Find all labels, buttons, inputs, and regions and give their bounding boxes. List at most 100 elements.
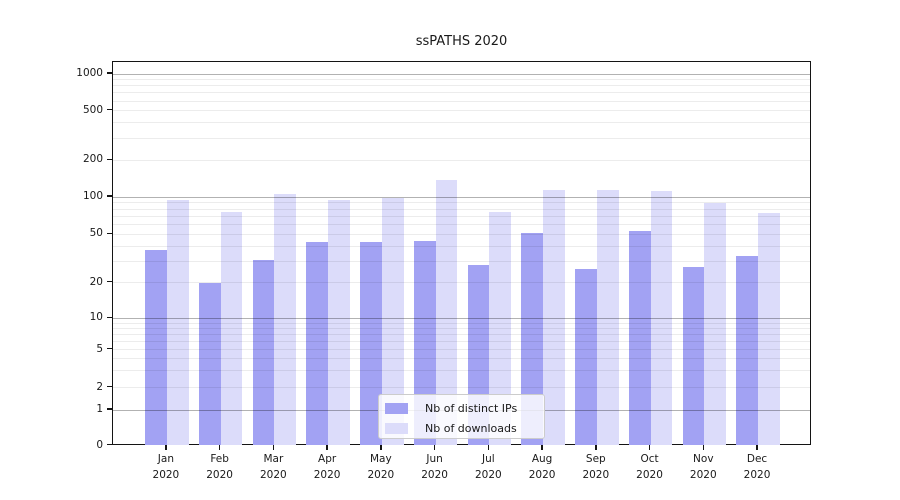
y-tick-mark: [107, 316, 112, 318]
x-tick-label-dec: Dec 2020: [743, 453, 771, 481]
x-tick-label-mar: Mar 2020: [260, 453, 287, 481]
y-tick-mark: [107, 408, 112, 410]
bar-ips-apr: [306, 242, 329, 445]
x-tick-mark: [756, 445, 758, 450]
y-tick-label-1000: 1000: [76, 67, 103, 79]
y-tick-label-2: 2: [96, 380, 103, 393]
gridline-y-90: [113, 202, 810, 204]
x-tick-mark: [165, 445, 167, 450]
plot-area: [112, 61, 811, 445]
y-tick-label-10: 10: [89, 311, 103, 324]
y-tick-mark: [107, 72, 112, 74]
x-tick-mark: [272, 445, 275, 450]
gridline-y-200: [113, 159, 810, 161]
y-tick-mark: [107, 109, 112, 111]
gridline-y-2: [113, 387, 810, 389]
gridline-y-70: [113, 215, 810, 217]
gridline-y-4: [113, 358, 810, 360]
legend-entry-distinct-ips: Nb of distinct IPs: [379, 399, 544, 417]
gridline-y-900: [113, 79, 810, 81]
y-tick-mark: [107, 386, 112, 388]
gridline-y-80: [113, 208, 810, 210]
x-tick-label-feb: Feb 2020: [206, 453, 233, 481]
gridline-y-7: [113, 333, 810, 335]
legend-label-downloads: Nb of downloads: [425, 421, 517, 435]
bar-downloads-oct: [650, 190, 673, 445]
gridline-y-800: [113, 85, 810, 87]
legend-swatch-downloads: [385, 422, 408, 434]
gridline-y-50: [113, 233, 810, 235]
x-tick-mark: [648, 445, 651, 450]
y-tick-label-200: 200: [82, 153, 103, 166]
x-tick-mark: [595, 445, 597, 450]
y-tick-label-0: 0: [96, 438, 103, 451]
x-tick-label-jul: Jul 2020: [474, 453, 502, 481]
y-tick-label-100: 100: [82, 190, 103, 202]
y-tick-mark: [107, 232, 112, 234]
y-tick-label-50: 50: [89, 227, 103, 240]
gridline-y-9: [113, 322, 810, 324]
gridline-y-6: [113, 340, 810, 342]
gridline-y-300: [113, 137, 810, 139]
bar-downloads-mar: [274, 193, 297, 445]
gridline-y-400: [113, 122, 810, 124]
gridline-y-60: [113, 223, 810, 225]
gridline-y-100: [113, 196, 810, 198]
bar-ips-aug: [521, 233, 544, 445]
y-tick-label-500: 500: [82, 103, 103, 116]
x-tick-label-may: May 2020: [367, 453, 395, 481]
x-tick-label-oct: Oct 2020: [636, 453, 663, 481]
x-tick-label-apr: Apr 2020: [313, 453, 341, 481]
bar-ips-jan: [145, 250, 167, 445]
bar-downloads-jan: [166, 200, 189, 445]
bar-ips-mar: [252, 259, 275, 445]
x-tick-mark: [380, 445, 382, 450]
x-tick-mark: [541, 445, 543, 450]
bar-ips-may: [360, 242, 382, 445]
gridline-y-600: [113, 100, 810, 102]
bar-downloads-aug: [543, 190, 565, 445]
x-tick-label-jan: Jan 2020: [152, 453, 180, 481]
legend: Nb of distinct IPs Nb of downloads: [378, 394, 545, 439]
x-tick-label-sep: Sep 2020: [582, 453, 610, 481]
gridline-y-1000: [113, 73, 810, 75]
gridline-y-8: [113, 327, 810, 329]
y-tick-mark: [107, 195, 112, 197]
x-tick-mark: [433, 445, 436, 450]
bar-downloads-jun: [435, 179, 458, 445]
x-tick-mark: [218, 445, 221, 450]
gridline-y-30: [113, 260, 810, 262]
x-tick-mark: [487, 445, 490, 450]
y-tick-mark: [107, 158, 112, 160]
bar-downloads-jul: [489, 211, 512, 445]
gridline-y-5: [113, 349, 810, 351]
legend-swatch-distinct-ips: [385, 402, 408, 414]
gridline-y-10: [113, 317, 810, 320]
bar-ips-jun: [413, 241, 436, 445]
bar-downloads-sep: [596, 190, 619, 445]
legend-entry-downloads: Nb of downloads: [379, 419, 544, 437]
bar-ips-feb: [198, 282, 221, 445]
y-tick-mark: [107, 281, 112, 283]
y-tick-label-1: 1: [96, 403, 103, 415]
gridline-y-500: [113, 110, 810, 112]
gridline-y-700: [113, 92, 810, 94]
bar-downloads-nov: [704, 202, 726, 445]
y-tick-mark: [107, 443, 112, 446]
gridline-y-3: [113, 370, 810, 372]
x-tick-mark: [702, 445, 704, 450]
x-tick-label-jun: Jun 2020: [421, 453, 448, 481]
bar-ips-dec: [736, 256, 759, 445]
bar-downloads-dec: [758, 213, 780, 445]
legend-label-distinct-ips: Nb of distinct IPs: [425, 401, 518, 415]
bar-ips-sep: [575, 268, 597, 445]
chart-title: ssPATHS 2020: [415, 34, 508, 49]
gridline-y-20: [113, 282, 810, 284]
x-tick-mark: [326, 445, 328, 450]
x-tick-label-nov: Nov 2020: [689, 453, 717, 481]
y-tick-label-20: 20: [89, 275, 103, 288]
bar-downloads-may: [381, 197, 404, 445]
bar-ips-oct: [628, 231, 651, 445]
y-tick-label-5: 5: [96, 342, 103, 355]
x-tick-label-aug: Aug 2020: [528, 453, 556, 481]
